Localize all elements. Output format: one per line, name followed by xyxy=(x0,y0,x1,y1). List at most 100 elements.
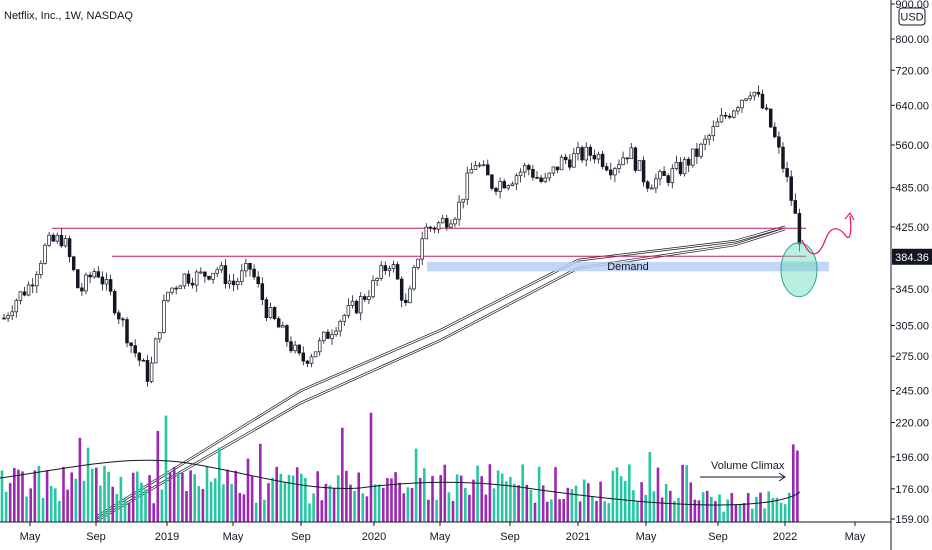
candle xyxy=(166,291,170,301)
candle xyxy=(719,114,724,123)
candle xyxy=(699,143,703,157)
volume-bar xyxy=(238,493,242,522)
volume-bar xyxy=(779,502,783,522)
candle xyxy=(580,147,584,161)
arrow-right-icon xyxy=(778,472,786,482)
volume-bar xyxy=(423,468,426,522)
volume-bar xyxy=(54,488,57,522)
candle xyxy=(252,268,256,278)
time-tick-label: Sep xyxy=(291,531,311,543)
volume-bar xyxy=(164,415,168,522)
volume-climax-label: Volume Climax xyxy=(711,460,785,472)
demand-label: Demand xyxy=(607,261,649,273)
candle xyxy=(518,171,523,177)
candle xyxy=(63,238,68,247)
price-tick-label: 485.00 xyxy=(895,183,929,195)
candle xyxy=(363,296,367,300)
candle xyxy=(654,178,658,189)
candle xyxy=(80,287,84,292)
volume-bar xyxy=(0,470,4,522)
volume-bar xyxy=(386,478,389,522)
volume-bar xyxy=(509,476,512,522)
volume-bar xyxy=(246,458,250,522)
candle xyxy=(621,157,625,166)
volume-bar xyxy=(111,486,114,522)
volume-bar xyxy=(623,480,627,522)
candle xyxy=(264,299,269,319)
volume-bar xyxy=(222,484,225,522)
candle xyxy=(43,244,47,264)
candle xyxy=(358,296,363,314)
candle xyxy=(76,269,80,289)
candle xyxy=(461,198,465,203)
volume-bar xyxy=(738,503,742,522)
candle xyxy=(55,234,60,242)
price-axis[interactable]: 900.00 800.00 720.00 640.00 560.00 485.00 425.… xyxy=(891,0,929,526)
volume-bar xyxy=(8,483,12,522)
volume-bar xyxy=(21,471,24,522)
candle xyxy=(194,271,199,286)
candle xyxy=(203,271,207,277)
candle xyxy=(313,351,318,358)
candle xyxy=(662,171,666,176)
candle xyxy=(707,135,711,140)
candle xyxy=(449,223,453,228)
volume-bar xyxy=(533,502,537,522)
candle xyxy=(182,273,187,287)
volume-bar xyxy=(136,471,139,522)
volume-bar xyxy=(172,466,176,522)
candle xyxy=(227,280,232,285)
candle xyxy=(748,95,752,100)
candle xyxy=(67,238,72,258)
currency-badge[interactable] xyxy=(898,7,926,26)
volume-bar xyxy=(656,467,660,522)
candle xyxy=(781,146,785,169)
volume-bar xyxy=(250,475,254,522)
volume-bar xyxy=(156,430,160,522)
volume-bar xyxy=(632,490,635,522)
time-tick-label: May xyxy=(20,531,41,543)
volume-bar xyxy=(279,473,283,522)
candle xyxy=(375,277,379,281)
candle xyxy=(2,317,6,320)
volume-bar xyxy=(562,498,565,522)
candle xyxy=(756,91,761,95)
time-axis[interactable]: May Sep 2019 May Sep 2020 May Sep 2021 May Sep 2022… xyxy=(0,521,891,543)
candle xyxy=(346,305,351,316)
candle xyxy=(30,284,35,287)
price-tick-label: 159.00 xyxy=(895,514,929,526)
candle xyxy=(686,158,691,166)
candle xyxy=(100,276,105,285)
candle xyxy=(293,344,297,352)
candle xyxy=(387,268,392,271)
volume-bar xyxy=(406,487,410,522)
candle xyxy=(96,271,101,278)
volume-bar xyxy=(746,492,750,522)
volume-bar xyxy=(783,504,787,522)
candle xyxy=(354,300,359,314)
volume-bar xyxy=(730,492,734,522)
candle xyxy=(559,156,564,171)
volume-bar xyxy=(119,476,123,522)
candle xyxy=(477,164,482,167)
candle xyxy=(764,107,769,110)
candle xyxy=(666,175,670,183)
volume-bar xyxy=(714,501,717,522)
volume-bar xyxy=(726,499,729,522)
candle xyxy=(691,148,695,166)
price-tick-label: 800.00 xyxy=(895,34,929,46)
price-tick-label: 245.00 xyxy=(895,386,929,398)
volume-bar xyxy=(17,469,20,522)
volume-bar xyxy=(673,500,676,522)
volume-bar xyxy=(488,464,492,522)
volume-bar xyxy=(669,490,672,522)
volume-bar xyxy=(722,511,725,522)
volume-bar xyxy=(304,477,307,522)
candle xyxy=(723,114,728,117)
volume-bar xyxy=(496,470,500,522)
volume-average xyxy=(0,459,801,506)
candle xyxy=(641,160,646,183)
volume-bar xyxy=(201,488,205,522)
volume-bar xyxy=(644,494,647,522)
